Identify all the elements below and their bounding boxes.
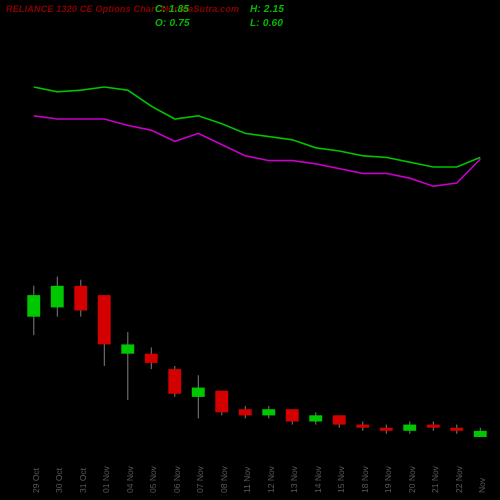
candle-body — [286, 409, 299, 421]
x-axis-label: 07 Nov — [195, 466, 205, 493]
x-axis-label: 12 Nov — [266, 466, 276, 493]
candle-body — [168, 369, 181, 394]
x-axis-label: 08 Nov — [219, 466, 229, 493]
candle-body — [215, 391, 228, 413]
x-axis-label: Nov — [477, 478, 487, 493]
candle-body — [380, 428, 393, 431]
candle-body — [474, 431, 487, 437]
x-axis-label: 13 Nov — [289, 466, 299, 493]
candle-body — [427, 425, 440, 428]
indicator-line — [34, 87, 481, 167]
candle-body — [145, 354, 158, 363]
x-axis-label: 29 Oct — [31, 468, 41, 493]
x-axis-label: 01 Nov — [101, 466, 111, 493]
candle-body — [450, 428, 463, 431]
x-axis-label: 15 Nov — [336, 466, 346, 493]
x-axis-label: 30 Oct — [54, 468, 64, 493]
x-axis-label: 18 Nov — [360, 466, 370, 493]
x-axis-label: 21 Nov — [430, 466, 440, 493]
x-axis-label: 04 Nov — [125, 466, 135, 493]
candle-body — [98, 295, 111, 344]
indicator-line — [34, 116, 481, 186]
x-axis-label: 22 Nov — [454, 466, 464, 493]
candle-body — [356, 425, 369, 428]
x-axis-label: 31 Oct — [78, 468, 88, 493]
candle-body — [192, 388, 205, 397]
candle-body — [51, 286, 64, 308]
x-axis-label: 20 Nov — [407, 466, 417, 493]
candle-body — [74, 286, 87, 311]
x-axis-label: 06 Nov — [172, 466, 182, 493]
candle-body — [262, 409, 275, 415]
candle-body — [121, 344, 134, 353]
price-chart — [0, 0, 500, 500]
candle-body — [333, 415, 346, 424]
x-axis-label: 11 Nov — [242, 467, 252, 493]
x-axis-label: 14 Nov — [313, 466, 323, 493]
candle-body — [27, 295, 40, 317]
candle-body — [239, 409, 252, 415]
candle-body — [403, 425, 416, 431]
x-axis-label: 19 Nov — [383, 466, 393, 493]
x-axis-label: 05 Nov — [148, 466, 158, 493]
candle-body — [309, 415, 322, 421]
